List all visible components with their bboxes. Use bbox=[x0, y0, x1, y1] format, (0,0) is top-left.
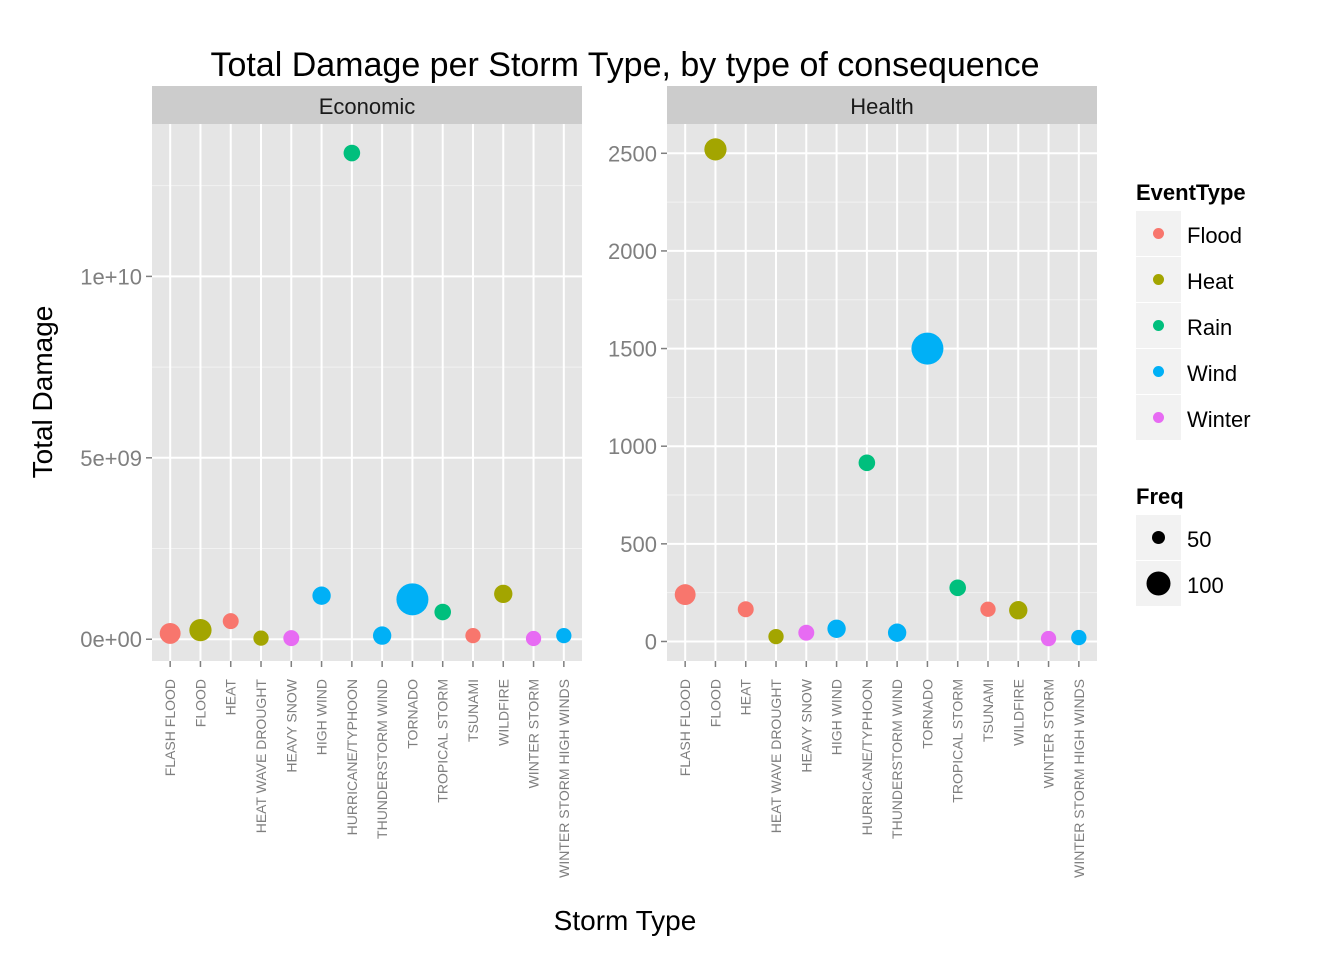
y-tick-label: 0e+00 bbox=[80, 627, 142, 652]
x-tick-label: WINTER STORM bbox=[1041, 679, 1057, 788]
data-point bbox=[525, 630, 542, 647]
data-point bbox=[253, 630, 269, 646]
x-tick-label: TSUNAMI bbox=[465, 679, 481, 742]
x-axis-label: Storm Type bbox=[554, 905, 697, 936]
legend-key-winter bbox=[1153, 412, 1164, 423]
data-point bbox=[1071, 629, 1087, 646]
x-tick-label: FLOOD bbox=[192, 679, 208, 727]
data-point bbox=[1009, 601, 1028, 620]
data-point bbox=[858, 454, 876, 472]
panel-background bbox=[152, 124, 582, 661]
x-tick-label: THUNDERSTORM WIND bbox=[374, 679, 390, 839]
data-point bbox=[827, 619, 846, 638]
data-point bbox=[674, 584, 696, 606]
x-tick-label: HEAVY SNOW bbox=[283, 678, 299, 772]
data-point bbox=[189, 619, 212, 642]
x-tick-label: THUNDERSTORM WIND bbox=[889, 679, 905, 839]
x-tick-label: WINTER STORM HIGH WINDS bbox=[1071, 679, 1087, 878]
data-point bbox=[434, 603, 452, 621]
x-tick-label: HIGH WIND bbox=[829, 679, 845, 755]
data-point bbox=[980, 601, 996, 617]
facet-strip bbox=[152, 86, 582, 124]
data-point bbox=[312, 586, 331, 605]
data-point bbox=[737, 601, 754, 618]
data-point bbox=[396, 583, 429, 616]
data-point bbox=[494, 584, 513, 604]
y-axis-label: Total Damage bbox=[27, 306, 58, 479]
x-tick-label: TSUNAMI bbox=[980, 679, 996, 742]
facet-strip bbox=[667, 86, 1097, 124]
data-point bbox=[222, 613, 239, 630]
x-tick-label: WINTER STORM HIGH WINDS bbox=[556, 679, 572, 878]
data-point bbox=[704, 138, 727, 161]
data-point bbox=[465, 627, 481, 644]
panel-background bbox=[667, 124, 1097, 661]
legend-eventtype-title: EventType bbox=[1136, 180, 1246, 205]
y-tick-label: 500 bbox=[620, 532, 657, 557]
data-point bbox=[1040, 630, 1057, 647]
x-tick-label: HIGH WIND bbox=[314, 679, 330, 755]
data-point bbox=[343, 144, 361, 162]
x-tick-label: FLASH FLOOD bbox=[677, 679, 693, 776]
facet-strip-label: Health bbox=[850, 94, 914, 119]
x-tick-label: HURRICANE/TYPHOON bbox=[344, 679, 360, 835]
legend-label: Rain bbox=[1187, 315, 1232, 340]
legend-freq-title: Freq bbox=[1136, 484, 1184, 509]
x-tick-label: FLASH FLOOD bbox=[162, 679, 178, 776]
data-point bbox=[768, 628, 784, 645]
legend-key-wind bbox=[1153, 366, 1164, 377]
data-point bbox=[911, 332, 944, 365]
legend-label: Flood bbox=[1187, 223, 1242, 248]
data-point bbox=[372, 626, 392, 645]
x-tick-label: TORNADO bbox=[919, 679, 935, 749]
x-tick-label: WILDFIRE bbox=[495, 679, 511, 746]
legend-key-heat bbox=[1153, 274, 1164, 285]
panel-economic: Economic 0e+00 5e+09 1e+10 FLASH FLOOD FLOOD H… bbox=[80, 86, 582, 878]
legend-label: 100 bbox=[1187, 573, 1224, 598]
y-tick-label: 5e+09 bbox=[80, 446, 142, 471]
x-tick-label: HEAT WAVE DROUGHT bbox=[253, 679, 269, 834]
legend-key-flood bbox=[1153, 228, 1164, 239]
y-tick-label: 2500 bbox=[608, 141, 657, 166]
data-point bbox=[283, 630, 300, 647]
chart-title: Total Damage per Storm Type, by type of … bbox=[210, 46, 1039, 84]
y-tick-label: 1000 bbox=[608, 434, 657, 459]
x-tick-label: WINTER STORM bbox=[526, 679, 542, 788]
legend-label: Heat bbox=[1187, 269, 1233, 294]
x-tick-label: HEAVY SNOW bbox=[798, 678, 814, 772]
x-tick-label: FLOOD bbox=[707, 679, 723, 727]
x-tick-label: TROPICAL STORM bbox=[435, 679, 451, 803]
legend-label: Wind bbox=[1187, 361, 1237, 386]
panel-health: Health 0 500 1000 1500 2000 2500 FLASH FLOOD FLO… bbox=[608, 86, 1097, 878]
legend-key-rain bbox=[1153, 320, 1164, 331]
y-tick-label: 0 bbox=[645, 629, 657, 654]
y-tick-label: 2000 bbox=[608, 239, 657, 264]
x-tick-label: HEAT bbox=[738, 679, 754, 716]
legend-size-key bbox=[1152, 531, 1165, 544]
legend-label: Winter bbox=[1187, 407, 1251, 432]
y-tick-label: 1e+10 bbox=[80, 264, 142, 289]
x-tick-label: HURRICANE/TYPHOON bbox=[859, 679, 875, 835]
x-tick-label: WILDFIRE bbox=[1010, 679, 1026, 746]
data-point bbox=[556, 627, 572, 644]
x-tick-label: HEAT WAVE DROUGHT bbox=[768, 679, 784, 834]
data-point bbox=[949, 579, 967, 597]
data-point bbox=[887, 623, 907, 642]
x-tick-label: HEAT bbox=[223, 679, 239, 716]
data-point bbox=[159, 622, 181, 644]
legend-label: 50 bbox=[1187, 527, 1211, 552]
facet-strip-label: Economic bbox=[319, 94, 416, 119]
data-point bbox=[798, 624, 815, 641]
x-tick-label: TORNADO bbox=[404, 679, 420, 749]
y-tick-label: 1500 bbox=[608, 337, 657, 362]
x-tick-label: TROPICAL STORM bbox=[950, 679, 966, 803]
legend-size-key bbox=[1146, 571, 1171, 596]
